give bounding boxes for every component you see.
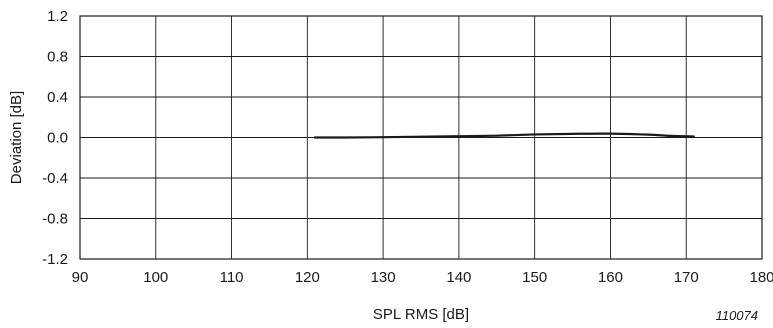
plot-frame (79, 15, 763, 260)
y-tick-label: -0.8 (42, 211, 68, 228)
figure-id: 110074 (716, 308, 758, 323)
y-tick-labels: 1.2 0.8 0.4 0.0 -0.4 -0.8 -1.2 (42, 8, 68, 268)
x-tick-labels: 90 100 110 120 130 140 150 160 170 180 (72, 269, 773, 286)
x-tick-label: 120 (295, 269, 320, 286)
x-tick-label: 100 (143, 269, 168, 286)
x-tick-label: 160 (598, 269, 623, 286)
y-tick-label: 0.0 (47, 130, 68, 147)
y-tick-label: -1.2 (42, 251, 68, 268)
y-tick-label: 0.8 (47, 49, 68, 66)
x-tick-label: 170 (674, 269, 699, 286)
x-tick-label: 150 (522, 269, 547, 286)
x-tick-label: 130 (371, 269, 396, 286)
x-tick-label: 180 (749, 269, 773, 286)
series-line-0 (313, 132, 695, 139)
x-tick-label: 140 (446, 269, 471, 286)
x-tick-label: 90 (72, 269, 89, 286)
x-tick-label: 110 (220, 269, 244, 286)
x-axis-title: SPL RMS [dB] (373, 306, 469, 323)
y-tick-label: -0.4 (42, 170, 68, 187)
y-tick-label: 1.2 (47, 8, 68, 25)
y-axis-title: Deviation [dB] (8, 91, 25, 184)
y-tick-label: 0.4 (47, 89, 68, 106)
series-layer (313, 132, 695, 139)
